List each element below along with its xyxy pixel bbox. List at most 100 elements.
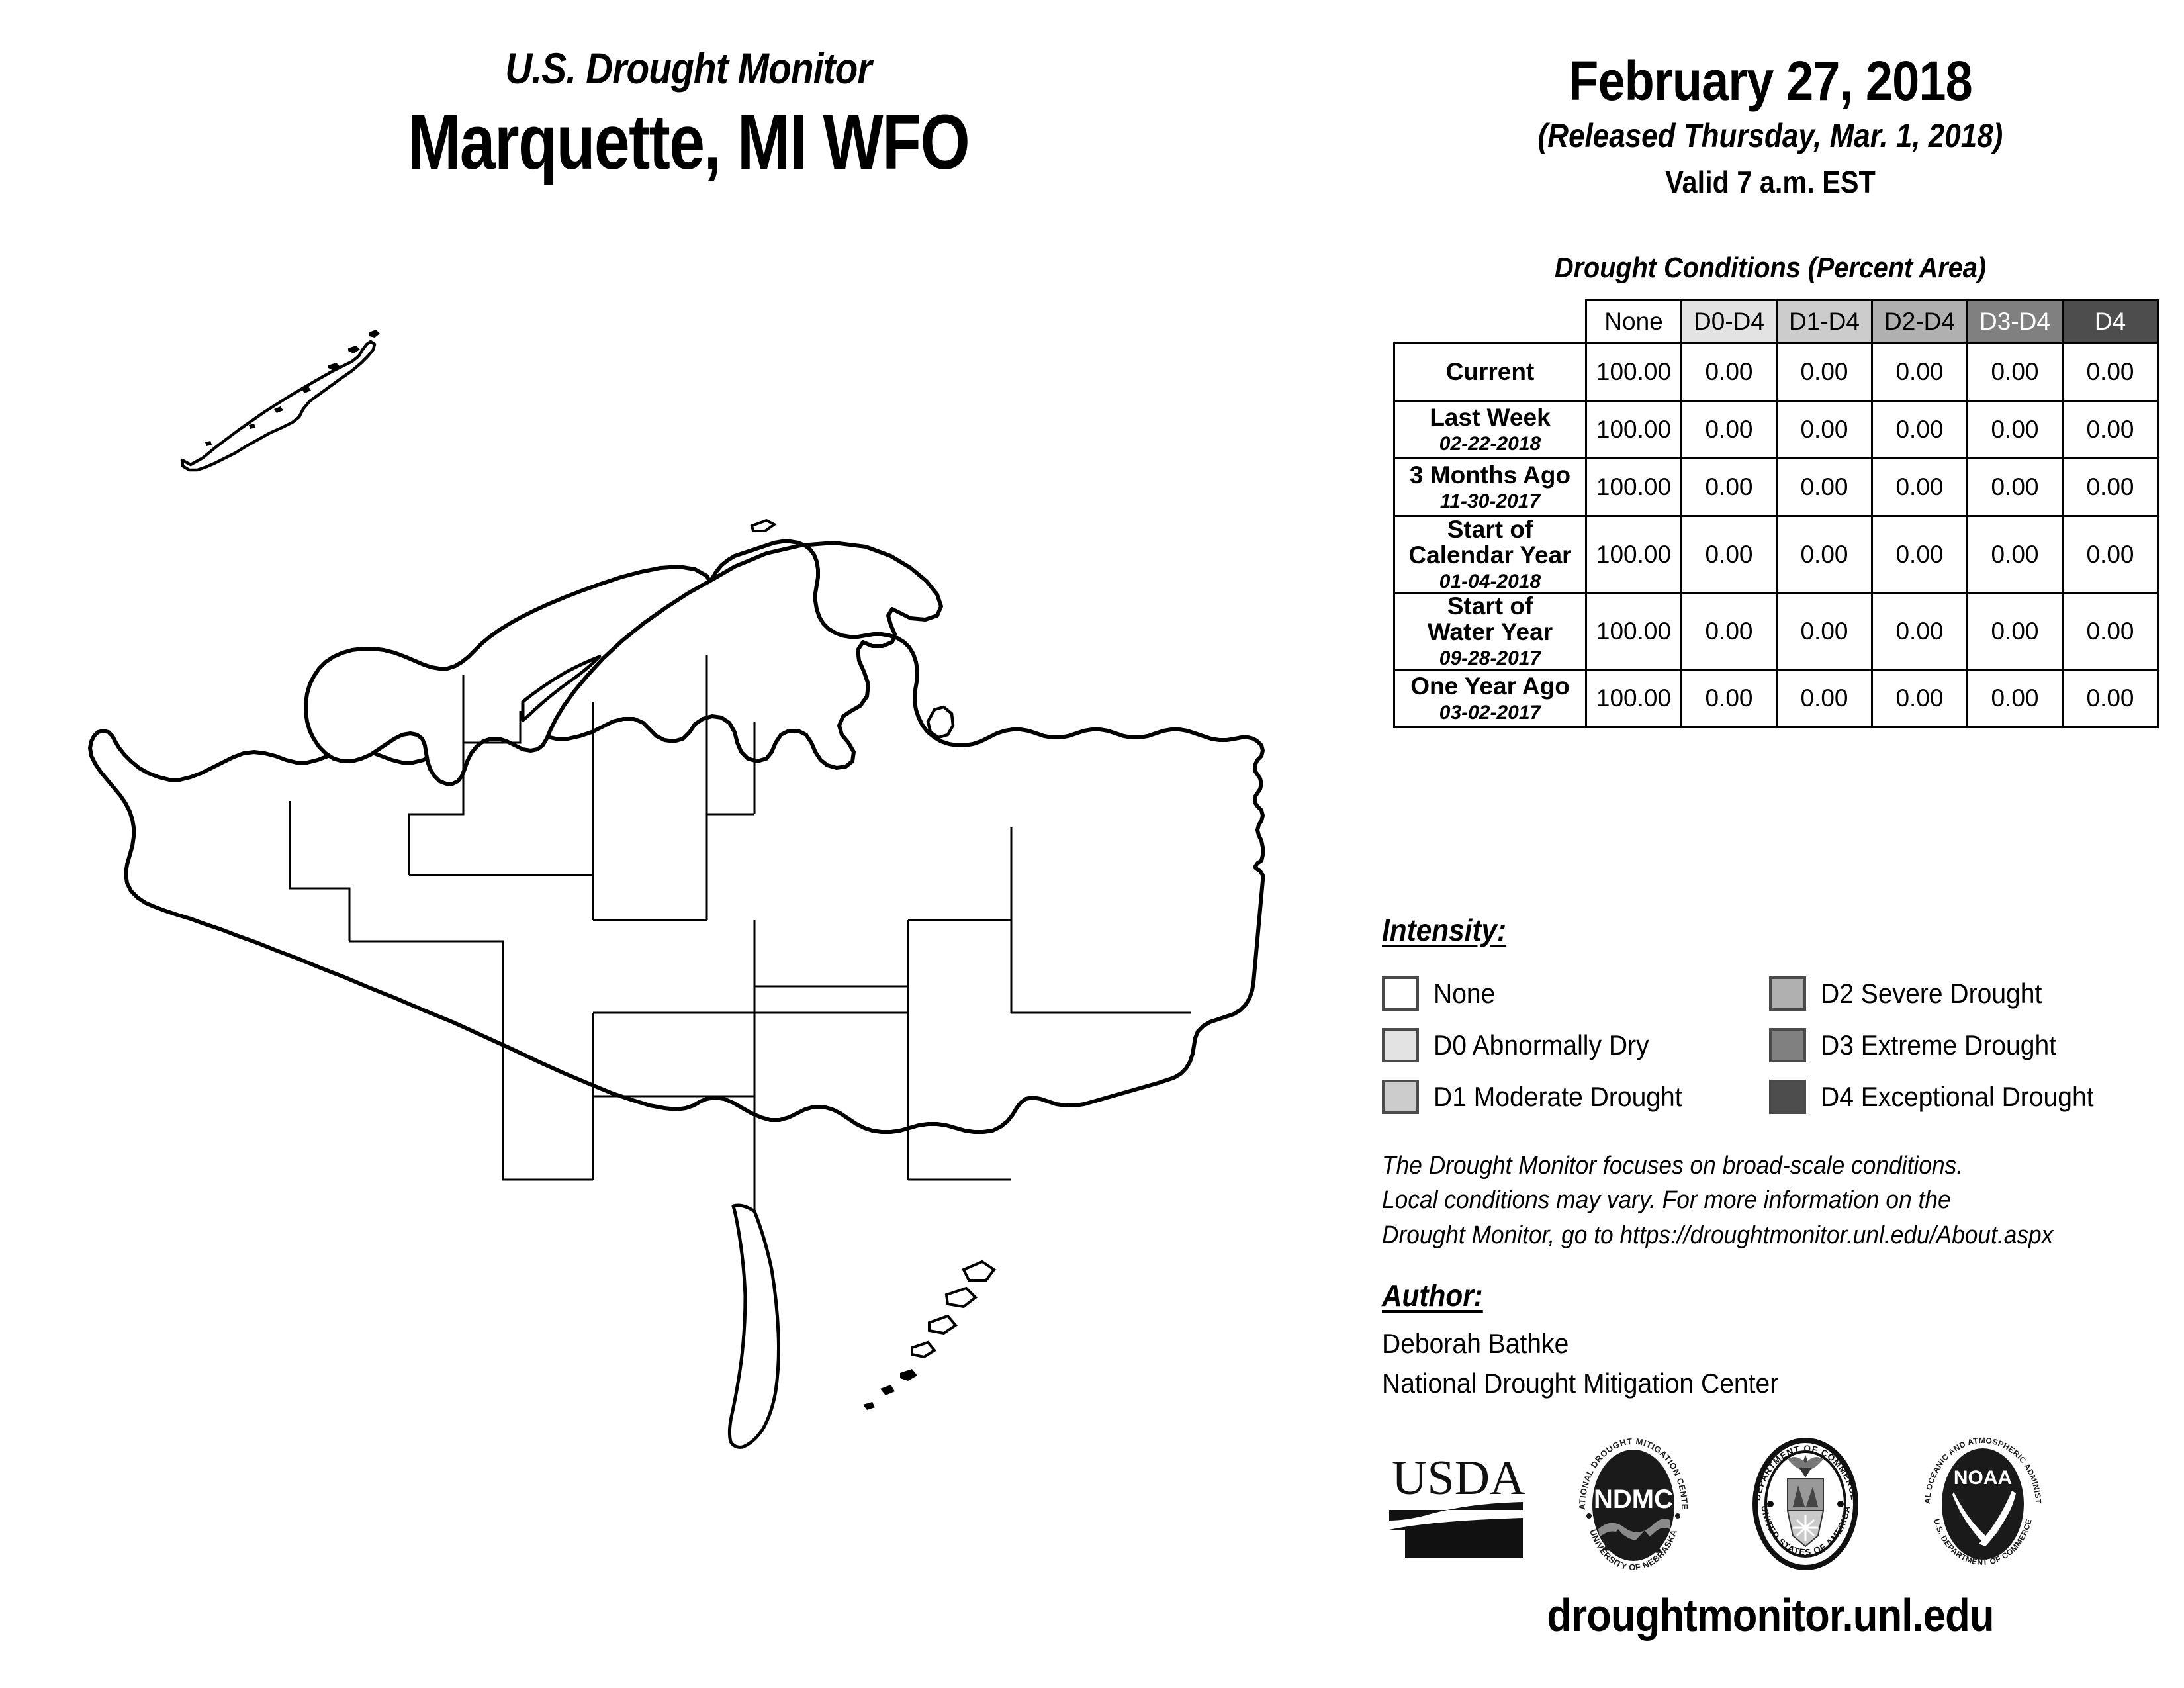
table-cell-d4: 0.00 [2062,342,2159,402]
table-row: Start of Calendar Year 01-04-2018 100.00 0.0… [1393,514,2159,594]
legend-item-d4: D4 Exceptional Drought [1769,1071,2156,1123]
legend-item-d0: D0 Abnormally Dry [1382,1019,1769,1071]
table-cell-d1-d4: 0.00 [1776,669,1873,729]
upper-peninsula-outline [88,539,1265,1134]
release-note: (Released Thursday, Mar. 1, 2018) [1537,117,2003,154]
drought-map[interactable] [40,218,1337,1622]
swatch-d2-icon [1769,976,1806,1011]
table-cell-d2-d4: 0.00 [1871,592,1968,671]
table-row: Start of Water Year 09-28-2017 100.00 0.00 0.… [1393,592,2159,671]
drought-conditions-table: None D0-D4 D1-D4 D2-D4 D3-D4 D4 Current 1… [1393,299,2159,729]
legend-label-d4: D4 Exceptional Drought [1821,1081,2094,1112]
author-affiliation: National Drought Mitigation Center [1382,1367,1779,1399]
legend-item-d1: D1 Moderate Drought [1382,1071,1769,1123]
table-cell-none: 100.00 [1585,400,1682,459]
table-cell-none: 100.00 [1585,457,1682,517]
valid-time: Valid 7 a.m. EST [1665,165,1876,199]
isle-royale-islet-4 [302,387,311,393]
table-cell-none: 100.00 [1585,342,1682,402]
row-label-date: 09-28-2017 [1439,647,1541,669]
row-label-name: Last Week [1430,403,1551,431]
row-label-name: Start of Water Year [1427,592,1553,646]
row-label-date: 03-02-2017 [1439,702,1541,724]
svg-text:USDA: USDA [1392,1451,1525,1505]
intensity-heading: Intensity: [1382,913,1507,947]
keweenaw-peninsula-outline [304,565,711,786]
title-block: U.S. Drought Monitor Marquette, MI WFO [225,46,1152,184]
svg-text:NOAA: NOAA [1954,1467,2012,1489]
table-cell-d0-d4: 0.00 [1680,400,1778,459]
table-cell-d3-d4: 0.00 [1966,400,2064,459]
disclaimer-text: The Drought Monitor focuses on broad-sca… [1382,1149,2120,1252]
row-label-date: 02-22-2018 [1439,432,1541,455]
table-cell-none: 100.00 [1585,514,1682,594]
author-name: Deborah Bathke [1382,1328,1569,1359]
legend-item-d2: D2 Severe Drought [1769,968,2156,1019]
grand-island [926,705,955,739]
isle-royale-islet-6 [249,424,255,429]
table-cell-d0-d4: 0.00 [1680,457,1778,517]
table-row: Current 100.00 0.00 0.00 0.00 0.00 0.00 [1393,342,2159,402]
swatch-d1-icon [1382,1080,1419,1114]
column-header-d2d4: D2-D4 [1871,299,1968,344]
intensity-legend: None D2 Severe Drought D0 Abnormally Dry… [1382,968,2169,1123]
table-cell-d3-d4: 0.00 [1966,457,2064,517]
disclaimer-line-1: The Drought Monitor focuses on broad-sca… [1382,1152,1964,1180]
row-label-date: 11-30-2017 [1439,490,1541,512]
row-label-name: One Year Ago [1410,673,1570,700]
row-label: Current [1393,342,1587,402]
doc-seal-logo: DEPARTMENT OF COMMERCE UNITED STATES OF … [1741,1436,1870,1575]
legend-item-d3: D3 Extreme Drought [1769,1019,2156,1071]
table-cell-d2-d4: 0.00 [1871,457,1968,517]
table-cell-d0-d4: 0.00 [1680,669,1778,729]
table-cell-none: 100.00 [1585,669,1682,729]
legend-item-none: None [1382,968,1769,1019]
table-cell-d4: 0.00 [2062,514,2159,594]
isle-royale-outline [180,340,377,472]
table-cell-d1-d4: 0.00 [1776,342,1873,402]
table-cell-d2-d4: 0.00 [1871,342,1968,402]
table-row: One Year Ago 03-02-2017 100.00 0.00 0.00 0.00… [1393,669,2159,729]
author-block: Deborah Bathke National Drought Mitigati… [1382,1324,2090,1403]
date-block: February 27, 2018 (Released Thursday, Ma… [1377,53,2164,197]
table-cell-d1-d4: 0.00 [1776,400,1873,459]
legend-label-d0: D0 Abnormally Dry [1433,1029,1649,1060]
row-label: One Year Ago 03-02-2017 [1393,669,1587,729]
table-cell-d4: 0.00 [2062,400,2159,459]
svg-text:NDMC: NDMC [1594,1485,1673,1514]
row-label: 3 Months Ago 11-30-2017 [1393,457,1587,517]
table-cell-d2-d4: 0.00 [1871,400,1968,459]
legend-label-d3: D3 Extreme Drought [1821,1029,2057,1060]
table-cell-none: 100.00 [1585,592,1682,671]
portage-lake-channel [521,655,602,722]
row-label-name: 3 Months Ago [1409,461,1571,489]
swatch-d0-icon [1382,1028,1419,1062]
column-header-d0d4: D0-D4 [1680,299,1778,344]
drought-conditions-caption: Drought Conditions (Percent Area) [1555,252,1986,284]
table-row: 3 Months Ago 11-30-2017 100.00 0.00 0.00 0.00… [1393,457,2159,517]
row-label-name: Start of Calendar Year [1408,516,1572,569]
table-cell-d0-d4: 0.00 [1680,342,1778,402]
les-cheneaux-islands [863,1260,996,1410]
header-spacer [1394,301,1586,344]
noaa-logo: NATIONAL OCEANIC AND ATMOSPHERIC ADMINIS… [1912,1429,2051,1575]
column-header-d3d4: D3-D4 [1966,299,2064,344]
swatch-none-icon [1382,976,1419,1011]
isle-royale-islet-2 [348,346,360,353]
legend-label-d1: D1 Moderate Drought [1433,1081,1682,1112]
row-label: Last Week 02-22-2018 [1393,400,1587,459]
table-cell-d1-d4: 0.00 [1776,592,1873,671]
table-cell-d1-d4: 0.00 [1776,457,1873,517]
isle-royale-islet-3 [328,363,340,371]
isle-royale-islet-1 [369,330,380,338]
isle-royale-islet-5 [274,406,283,413]
author-heading: Author: [1382,1278,1483,1313]
disclaimer-line-2: Local conditions may vary. For more info… [1382,1186,1951,1215]
usda-logo: USDA [1387,1446,1525,1566]
table-cell-d2-d4: 0.00 [1871,514,1968,594]
ndmc-logo: NATIONAL DROUGHT MITIGATION CENTER UNIVE… [1567,1429,1696,1575]
table-cell-d2-d4: 0.00 [1871,669,1968,729]
table-header-row: None D0-D4 D1-D4 D2-D4 D3-D4 D4 [1394,299,2159,344]
table-cell-d0-d4: 0.00 [1680,592,1778,671]
legend-label-none: None [1433,978,1496,1009]
